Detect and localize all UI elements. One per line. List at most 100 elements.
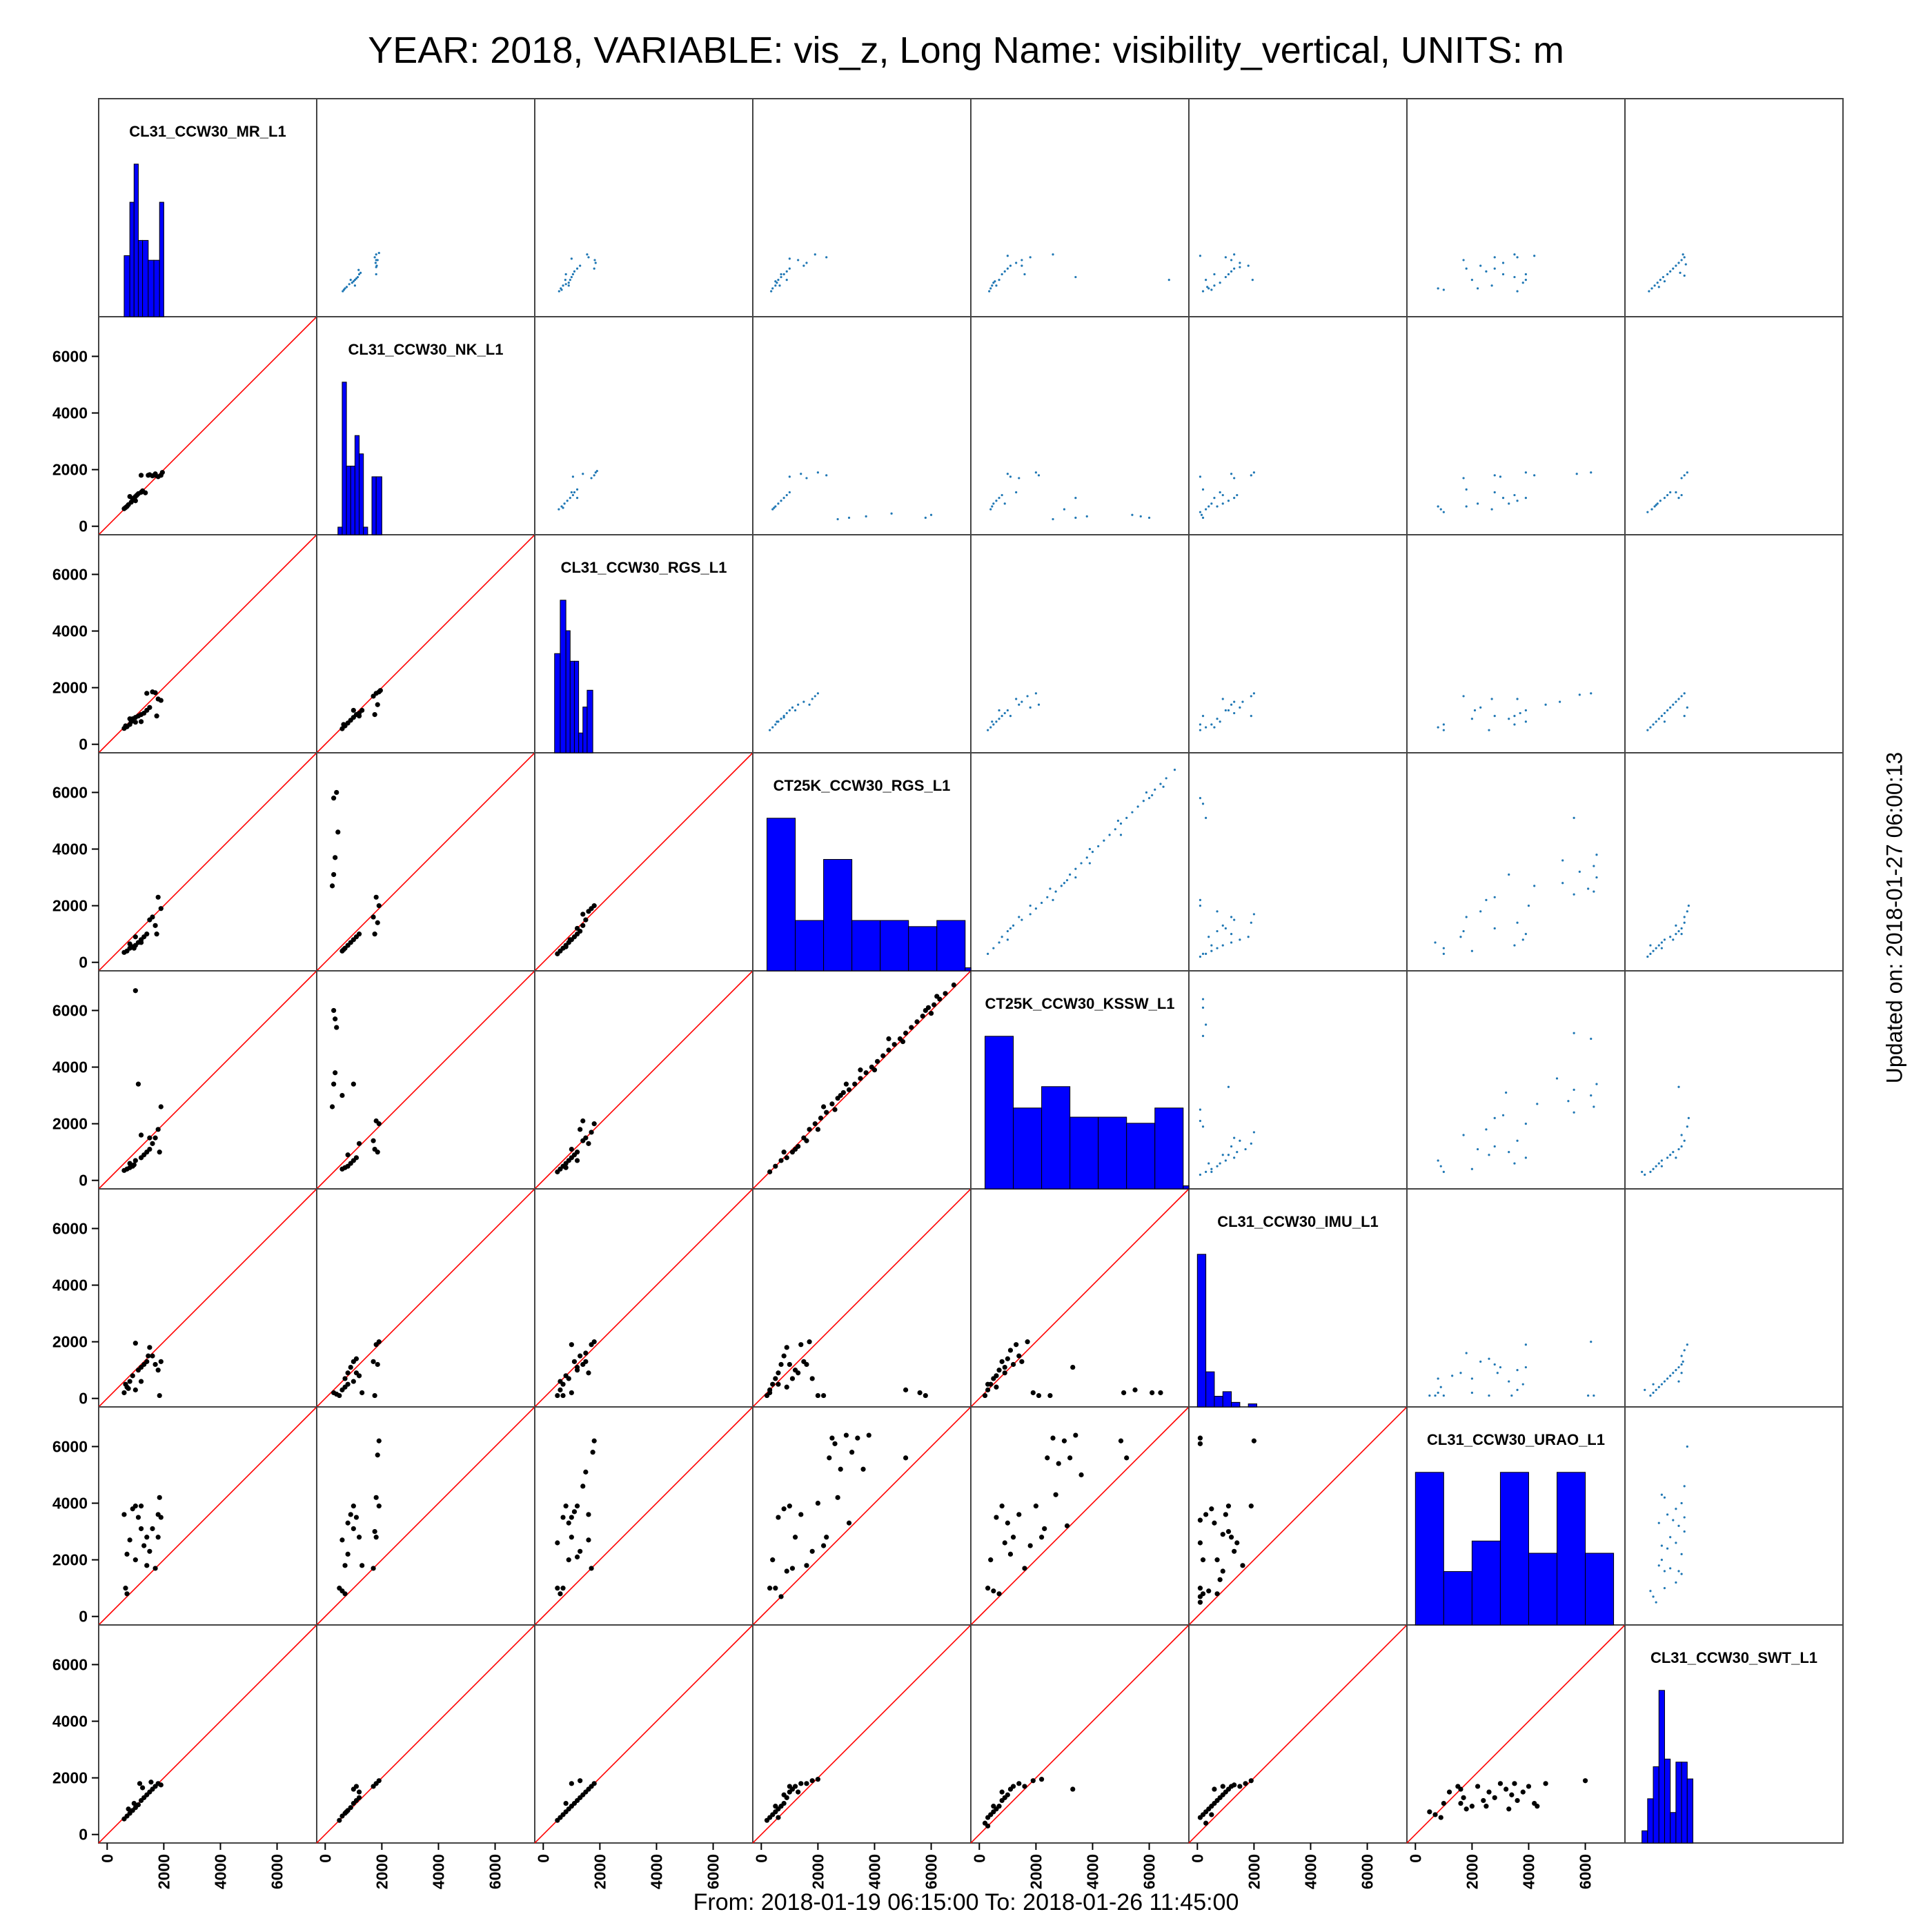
scatter-point-upper [1165,777,1167,780]
panel-frame [534,316,753,535]
scatter-point [342,1591,348,1597]
scatter-point-upper [1683,692,1686,695]
scatter-point [356,713,362,719]
scatter-point [157,1495,162,1500]
y-tick-label: 0 [79,1608,88,1626]
scatter-point-upper [1524,497,1527,500]
x-tick-label: 2000 [1027,1854,1045,1889]
scatter-point-upper [590,477,593,480]
scatter-point-upper [1590,1341,1593,1343]
scatter-point-upper [1145,791,1148,794]
scatter-point [781,1800,787,1806]
scatter-point-upper [1250,474,1252,477]
scatter-point-upper [1493,1116,1496,1120]
scatter-point-upper [995,720,998,723]
scatter-point [555,1586,560,1591]
scatter-point [138,1526,144,1532]
y-tick-label: 0 [79,518,88,535]
scatter-point-upper [1655,1165,1657,1167]
scatter-point-upper [1003,270,1006,273]
scatter-point-upper [595,470,598,473]
scatter-point [359,1563,365,1568]
scatter-point [1118,1438,1124,1443]
scatter-point [158,1359,164,1364]
scatter-point-upper [991,284,994,287]
scatter-point-upper [1516,698,1519,700]
scatter-point [586,1141,591,1146]
scatter-point-upper [1677,1380,1680,1383]
scatter-point-upper [593,474,595,477]
x-tick-label: 0 [752,1854,770,1863]
scatter-point-upper [1555,1077,1559,1080]
scatter-point-upper [1462,259,1465,262]
scatter-point-upper [359,271,362,274]
scatter-point-upper [1650,287,1653,290]
histogram-bar [795,920,825,972]
scatter-point-upper [1683,715,1686,718]
scatter-point [150,1353,155,1359]
scatter-point [900,1038,906,1045]
scatter-point-upper [1663,938,1666,941]
scatter-point-upper [1230,933,1233,936]
scatter-point-upper [1501,497,1505,500]
scatter-point-upper [1521,1383,1524,1386]
scatter-point-upper [1088,847,1091,851]
scatter-point [1005,1520,1010,1526]
scatter-point-upper [1201,1006,1205,1009]
scatter-point-upper [1147,797,1151,800]
scatter-point [132,934,138,940]
scatter-point-upper [1682,253,1684,256]
scatter-point [359,707,365,713]
scatter-point-upper [1595,876,1598,879]
scatter-point [159,470,165,475]
scatter-point-upper [1216,1165,1219,1167]
scatter-point-upper [1021,259,1023,262]
scatter-point [863,1070,869,1076]
scatter-point-upper [995,500,998,502]
scatter-point [1220,1784,1225,1789]
scatter-point-upper [800,473,802,475]
scatter-point-upper [1015,262,1018,264]
scatter-point-upper [1649,952,1652,955]
scatter-point-upper [991,720,994,723]
scatter-point-upper [1006,709,1009,712]
scatter-point-upper [1009,264,1012,267]
scatter-point-upper [1684,263,1687,266]
scatter-point-upper [1513,253,1516,256]
scatter-point [574,925,580,931]
scatter-point-upper [816,471,819,474]
panel-frame [1188,970,1408,1190]
scatter-point-upper [1573,1088,1575,1091]
scatter-point-upper [1524,1343,1527,1346]
scatter-point-upper [1199,511,1202,513]
scatter-point-upper [1006,929,1009,933]
panel-frame [970,316,1190,535]
scatter-point-upper [1009,715,1012,718]
scatter-point-upper [1649,944,1652,947]
scatter-point-upper [1593,865,1595,867]
scatter-point-upper [1470,1167,1473,1170]
scatter-point-upper [1663,1380,1666,1383]
scatter-point-upper [1046,896,1049,898]
scatter-point-upper [1666,709,1669,712]
scatter-point-upper [1063,882,1066,885]
scatter-point-upper [1593,1105,1595,1108]
scatter-point-upper [1473,709,1477,712]
scatter-point-upper [1513,723,1516,726]
scatter-point [376,1504,382,1509]
scatter-point [124,1551,130,1557]
scatter-point-upper [1439,508,1442,511]
scatter-point [555,1540,560,1546]
x-tick-label: 0 [1406,1854,1424,1863]
scatter-point-upper [776,282,778,284]
scatter-point [377,688,383,693]
scatter-point [563,944,569,949]
scatter-point [345,1152,351,1158]
scatter-point-upper [1516,290,1519,293]
scatter-point-upper [1660,1165,1663,1167]
histogram-bar [133,164,139,317]
scatter-point-upper [1493,896,1496,898]
scatter-point [1232,1782,1237,1788]
x-tick-label: 6000 [1141,1854,1159,1889]
scatter-point-upper [1524,720,1527,723]
